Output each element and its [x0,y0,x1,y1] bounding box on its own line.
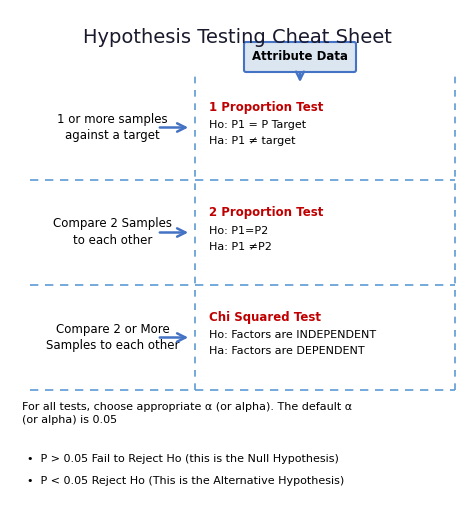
FancyBboxPatch shape [244,42,356,72]
Text: 2 Proportion Test: 2 Proportion Test [209,206,323,219]
Text: Hypothesis Testing Cheat Sheet: Hypothesis Testing Cheat Sheet [82,28,392,47]
Text: 1 Proportion Test: 1 Proportion Test [209,101,323,114]
Text: Ho: P1 = P Target: Ho: P1 = P Target [209,121,306,130]
Text: Compare 2 or More
Samples to each other: Compare 2 or More Samples to each other [46,322,179,352]
Text: Ha: Factors are DEPENDENT: Ha: Factors are DEPENDENT [209,346,365,356]
Text: For all tests, choose appropriate α (or alpha). The default α
(or alpha) is 0.05: For all tests, choose appropriate α (or … [22,402,352,425]
Text: Ha: P1 ≠ target: Ha: P1 ≠ target [209,136,295,147]
Text: Compare 2 Samples
to each other: Compare 2 Samples to each other [53,218,172,247]
Text: 1 or more samples
against a target: 1 or more samples against a target [57,113,168,142]
Text: •  P > 0.05 Fail to Reject Ho (this is the Null Hypothesis): • P > 0.05 Fail to Reject Ho (this is th… [27,454,339,464]
Text: Ha: P1 ≠P2: Ha: P1 ≠P2 [209,241,272,251]
Text: Attribute Data: Attribute Data [252,51,348,63]
Text: Ho: P1=P2: Ho: P1=P2 [209,226,268,235]
Text: Ho: Factors are INDEPENDENT: Ho: Factors are INDEPENDENT [209,331,376,341]
Text: Chi Squared Test: Chi Squared Test [209,311,321,324]
Text: •  P < 0.05 Reject Ho (This is the Alternative Hypothesis): • P < 0.05 Reject Ho (This is the Altern… [27,476,344,486]
